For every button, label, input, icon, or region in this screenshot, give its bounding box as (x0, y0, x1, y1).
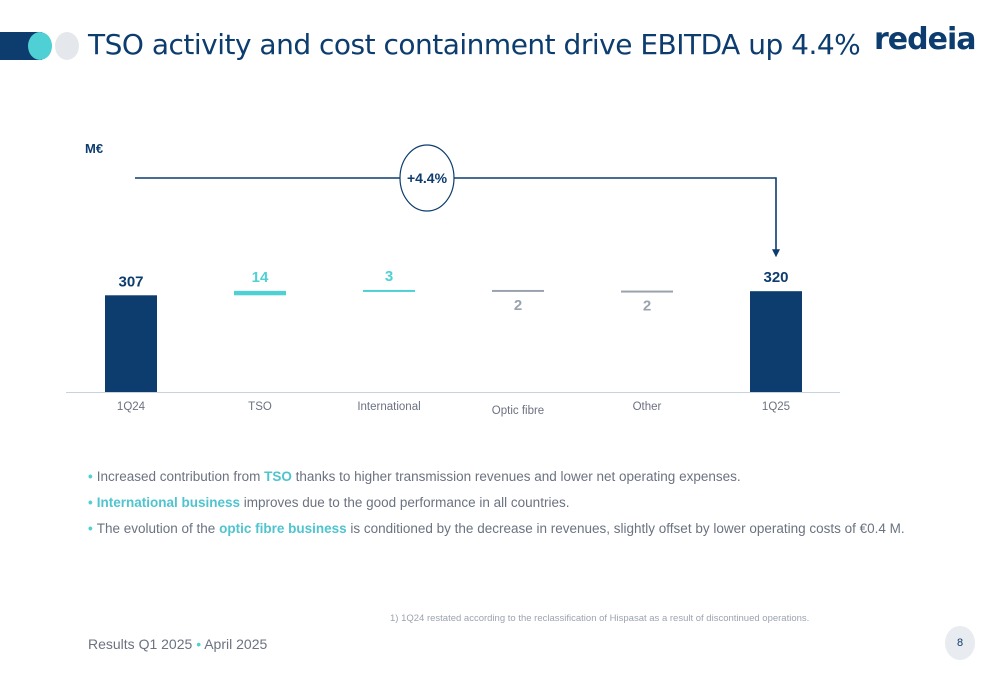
value-label: 2 (643, 298, 651, 315)
footer-results: Results Q1 2025 (88, 636, 193, 652)
header-dot-grey (55, 32, 79, 60)
bullet-text-post: improves due to the good performance in … (240, 495, 570, 510)
header-dot-teal (28, 32, 52, 60)
value-label: 3 (385, 268, 393, 285)
bullet-highlight: International business (96, 495, 241, 510)
value-label: 14 (252, 269, 269, 286)
value-label: 307 (118, 273, 143, 290)
bullet-highlight: TSO (264, 469, 292, 484)
redeia-logo: redeia (874, 22, 976, 57)
bullet-dot: • (88, 495, 93, 510)
footnote: 1) 1Q24 restated according to the reclas… (390, 613, 810, 624)
bullet-international: • International business improves due to … (88, 495, 968, 511)
value-label: 2 (514, 297, 522, 314)
bar-other (621, 290, 673, 293)
category-label: 1Q24 (117, 401, 146, 413)
change-badge (399, 144, 455, 212)
bar-1q25 (750, 291, 802, 392)
bar-tso (234, 290, 286, 296)
bar-optic-fibre (492, 289, 544, 292)
category-label: 1Q25 (762, 401, 790, 413)
bar-1q24 (105, 295, 157, 392)
page-number: 8 (945, 626, 975, 660)
bullet-dot: • (88, 469, 93, 484)
footer-separator: • (196, 636, 202, 652)
change-label: +4.4% (407, 170, 448, 186)
category-label: TSO (248, 401, 272, 413)
bullet-text-pre: The evolution of the (96, 521, 220, 536)
bullet-optic-fibre: • The evolution of the optic fibre busine… (88, 521, 968, 537)
page-title: TSO activity and cost containment drive … (88, 28, 861, 61)
bullet-highlight: optic fibre business (219, 521, 347, 536)
category-label: Optic fibre (492, 405, 544, 417)
bullet-tso: • Increased contribution from TSO thanks … (88, 469, 968, 485)
value-label: 320 (763, 269, 788, 286)
footer: Results Q1 2025 • April 2025 (88, 636, 267, 652)
change-arrowhead (772, 249, 780, 258)
bullet-text-post: thanks to higher transmission revenues a… (291, 469, 741, 484)
bullet-text-post: is conditioned by the decrease in revenu… (346, 521, 905, 536)
bar-international (363, 289, 415, 292)
bullet-text-pre: Increased contribution from (96, 469, 265, 484)
bullet-list: • Increased contribution from TSO thanks … (88, 469, 968, 547)
bullet-dot: • (88, 521, 93, 536)
category-label: Other (633, 401, 662, 413)
change-bracket-line (135, 177, 777, 254)
footer-date: April 2025 (204, 636, 268, 652)
category-label: International (357, 401, 420, 413)
unit-label: M€ (85, 141, 103, 156)
